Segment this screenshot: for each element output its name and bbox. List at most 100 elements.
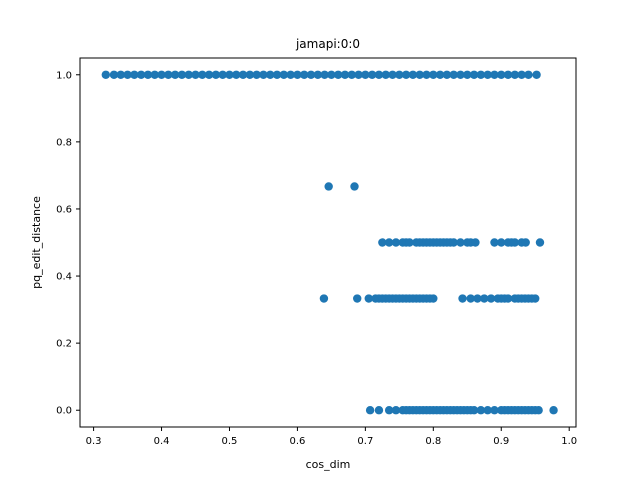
data-point (549, 406, 558, 415)
data-point (374, 70, 384, 79)
data-point (109, 70, 119, 79)
data-point (293, 70, 302, 79)
data-point (503, 294, 513, 303)
data-point (320, 70, 329, 79)
data-point (184, 70, 193, 79)
data-point (401, 70, 411, 79)
data-point (384, 406, 394, 415)
data-point (415, 70, 424, 79)
data-point (279, 70, 289, 79)
data-point (381, 70, 390, 79)
data-point (324, 182, 333, 191)
y-tick-label: 0.6 (56, 204, 72, 215)
data-point (327, 70, 336, 79)
data-point (150, 70, 159, 79)
data-point (177, 70, 187, 79)
data-point (490, 70, 499, 79)
data-point (313, 70, 323, 79)
data-point (218, 70, 227, 79)
data-point (510, 70, 520, 79)
data-point (211, 70, 221, 79)
data-point (458, 294, 467, 303)
chart-title: jamapi:0:0 (295, 37, 360, 51)
data-point (524, 70, 533, 79)
data-point (238, 70, 248, 79)
x-tick-label: 0.8 (425, 436, 441, 447)
x-tick-label: 0.3 (86, 436, 102, 447)
y-tick-label: 0.2 (56, 339, 72, 350)
data-point (340, 70, 350, 79)
data-point (391, 406, 401, 415)
data-point (198, 70, 207, 79)
data-point (405, 238, 414, 247)
data-point (374, 406, 384, 415)
data-point (497, 70, 506, 79)
data-point (422, 70, 431, 79)
data-point (476, 406, 486, 415)
y-axis-ticks: 0.0 0.2 0.4 0.6 0.8 1.0 (56, 70, 80, 417)
data-point (471, 238, 480, 247)
data-point (259, 70, 268, 79)
x-tick-label: 0.9 (493, 436, 509, 447)
plot-area-frame (79, 57, 577, 428)
data-point (266, 70, 275, 79)
data-point (204, 70, 214, 79)
points-layer (101, 70, 558, 415)
data-point (384, 238, 394, 247)
data-point (463, 70, 472, 79)
data-point (252, 70, 261, 79)
data-point (456, 238, 465, 247)
y-tick-label: 0.0 (56, 406, 72, 417)
data-point (361, 70, 370, 79)
data-point (466, 294, 475, 303)
x-tick-label: 0.6 (289, 436, 305, 447)
data-point (391, 238, 401, 247)
data-point (353, 294, 362, 303)
data-point (136, 70, 146, 79)
data-point (101, 70, 111, 79)
data-point (395, 70, 404, 79)
data-point (469, 70, 479, 79)
x-tick-label: 0.5 (222, 436, 238, 447)
data-point (388, 70, 397, 79)
data-point (272, 70, 282, 79)
data-point (456, 70, 465, 79)
data-point (143, 70, 153, 79)
data-point (306, 70, 316, 79)
data-point (532, 70, 541, 79)
data-point (354, 70, 363, 79)
data-point (364, 294, 373, 303)
data-point (123, 70, 132, 79)
data-point (225, 70, 234, 79)
data-point (164, 70, 173, 79)
data-point (449, 70, 458, 79)
data-point (503, 70, 513, 79)
y-tick-label: 0.8 (56, 137, 72, 148)
y-tick-label: 1.0 (56, 70, 72, 81)
data-point (473, 294, 482, 303)
x-tick-label: 0.4 (154, 436, 170, 447)
data-point (442, 70, 452, 79)
data-point (469, 406, 479, 415)
x-tick-label: 0.7 (357, 436, 373, 447)
data-point (232, 70, 241, 79)
data-point (365, 406, 375, 415)
data-point (521, 238, 530, 247)
data-point (347, 70, 356, 79)
data-point (476, 70, 486, 79)
data-point (429, 294, 438, 303)
data-point (157, 70, 166, 79)
data-point (319, 294, 329, 303)
data-point (483, 70, 492, 79)
x-axis-label: cos_dim (306, 458, 351, 471)
data-point (130, 70, 139, 79)
data-point (378, 238, 387, 247)
y-axis-label: pq_edit_distance (30, 196, 43, 289)
data-point (534, 406, 543, 415)
data-point (510, 238, 520, 247)
data-point (490, 406, 499, 415)
data-point (300, 70, 309, 79)
data-point (408, 70, 418, 79)
